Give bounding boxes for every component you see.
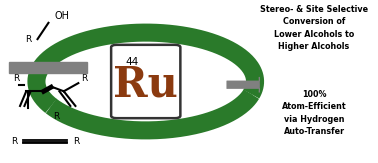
Text: 100%
Atom-Efficient
via Hydrogen
Auto-Transfer: 100% Atom-Efficient via Hydrogen Auto-Tr…: [282, 90, 346, 136]
Text: 44: 44: [126, 57, 139, 67]
Text: R: R: [11, 137, 18, 146]
Text: OH: OH: [55, 11, 70, 21]
Text: Stereo- & Site Selective
Conversion of
Lower Alcohols to
Higher Alcohols: Stereo- & Site Selective Conversion of L…: [260, 5, 368, 51]
Text: R: R: [53, 112, 60, 121]
Text: R: R: [81, 74, 87, 83]
Text: R: R: [13, 74, 20, 83]
FancyBboxPatch shape: [111, 45, 180, 118]
Text: R: R: [73, 137, 80, 146]
Bar: [9, 62, 87, 73]
Text: R: R: [25, 35, 31, 44]
Text: Ru: Ru: [113, 64, 178, 106]
